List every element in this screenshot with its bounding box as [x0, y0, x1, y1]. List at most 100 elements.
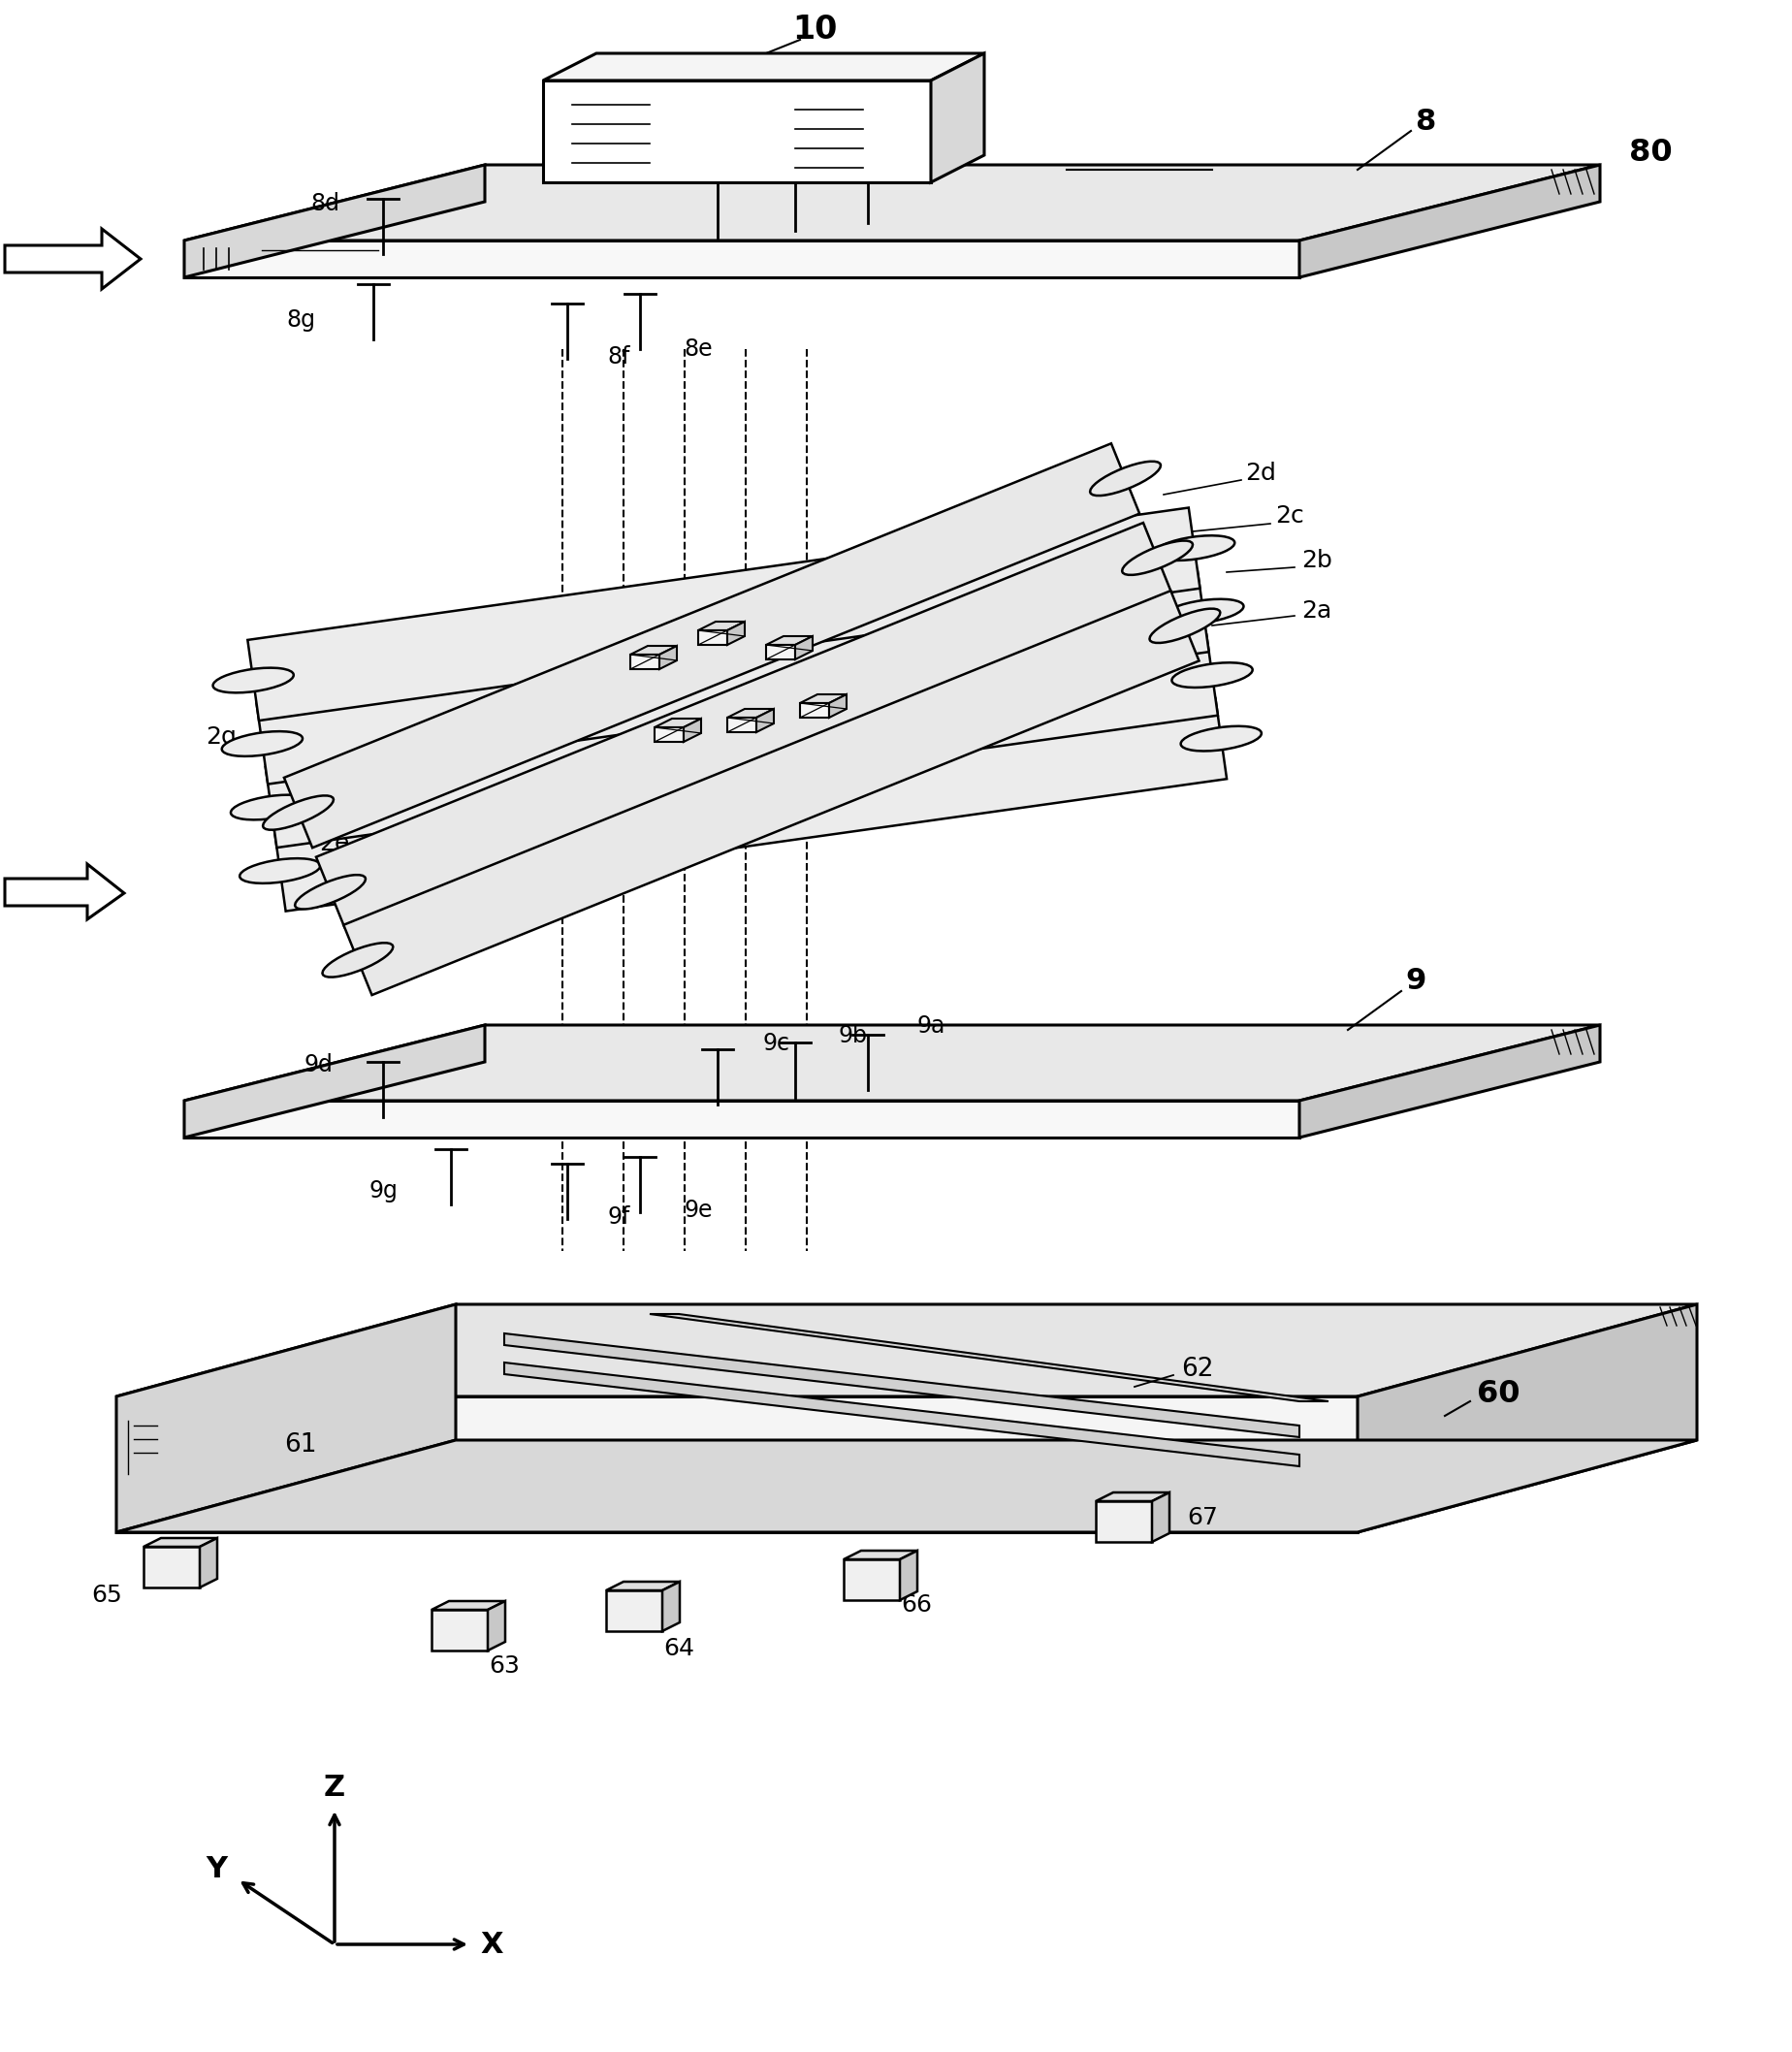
- Polygon shape: [756, 708, 774, 733]
- Text: 9a: 9a: [918, 1014, 944, 1038]
- Polygon shape: [728, 718, 756, 733]
- Polygon shape: [765, 644, 796, 659]
- Polygon shape: [543, 53, 984, 80]
- Text: 8a: 8a: [916, 146, 944, 170]
- Polygon shape: [1095, 1492, 1170, 1502]
- Polygon shape: [900, 1551, 918, 1601]
- Polygon shape: [143, 1539, 217, 1547]
- Ellipse shape: [240, 858, 321, 882]
- Ellipse shape: [1154, 536, 1235, 560]
- Text: 2a: 2a: [1301, 599, 1331, 622]
- Text: 8e: 8e: [685, 337, 713, 361]
- Polygon shape: [487, 1601, 505, 1650]
- Polygon shape: [116, 1305, 455, 1533]
- Text: 80: 80: [1629, 137, 1672, 168]
- Polygon shape: [315, 523, 1172, 928]
- Text: 67: 67: [1186, 1506, 1219, 1529]
- Text: 2c: 2c: [1276, 505, 1305, 527]
- Polygon shape: [930, 53, 984, 183]
- Polygon shape: [631, 655, 659, 669]
- Text: 8f: 8f: [607, 345, 631, 369]
- Polygon shape: [247, 507, 1201, 720]
- Polygon shape: [1299, 164, 1600, 277]
- Text: 8c: 8c: [762, 162, 790, 187]
- Ellipse shape: [1090, 462, 1161, 497]
- Ellipse shape: [296, 874, 366, 909]
- Text: 64: 64: [663, 1637, 694, 1660]
- Polygon shape: [344, 591, 1199, 995]
- Text: 9c: 9c: [762, 1032, 788, 1055]
- Text: 8b: 8b: [839, 156, 867, 179]
- Text: 9d: 9d: [303, 1053, 333, 1077]
- Polygon shape: [830, 694, 846, 718]
- Ellipse shape: [323, 942, 392, 977]
- Text: 66: 66: [901, 1592, 932, 1617]
- Polygon shape: [631, 646, 677, 655]
- Polygon shape: [683, 718, 701, 743]
- Text: 9e: 9e: [685, 1198, 713, 1221]
- Text: 62: 62: [1181, 1356, 1213, 1381]
- Text: 2g: 2g: [206, 724, 237, 749]
- Polygon shape: [185, 1026, 1600, 1100]
- Ellipse shape: [1181, 726, 1262, 751]
- Polygon shape: [659, 646, 677, 669]
- Polygon shape: [256, 570, 1210, 784]
- Polygon shape: [116, 1441, 1697, 1533]
- Text: 65: 65: [91, 1584, 122, 1607]
- Polygon shape: [699, 630, 728, 644]
- Polygon shape: [796, 636, 812, 659]
- Text: 63: 63: [489, 1654, 520, 1679]
- Text: 9: 9: [1405, 966, 1426, 995]
- Polygon shape: [606, 1590, 663, 1631]
- Polygon shape: [799, 694, 846, 704]
- Polygon shape: [185, 164, 1600, 240]
- Text: 8d: 8d: [310, 193, 339, 215]
- Polygon shape: [504, 1363, 1299, 1467]
- Polygon shape: [185, 1026, 486, 1137]
- Polygon shape: [285, 443, 1140, 847]
- Polygon shape: [1358, 1305, 1697, 1533]
- Polygon shape: [765, 636, 812, 644]
- Text: 8g: 8g: [287, 308, 315, 332]
- Text: Z: Z: [324, 1773, 346, 1802]
- Polygon shape: [432, 1601, 505, 1609]
- Ellipse shape: [222, 731, 303, 757]
- Polygon shape: [504, 1334, 1299, 1436]
- Polygon shape: [185, 1100, 1299, 1137]
- Polygon shape: [663, 1582, 679, 1631]
- Polygon shape: [432, 1609, 487, 1650]
- Ellipse shape: [1122, 540, 1193, 575]
- Text: 9f: 9f: [607, 1205, 631, 1229]
- Polygon shape: [274, 698, 1228, 911]
- Ellipse shape: [231, 794, 312, 821]
- Ellipse shape: [1150, 609, 1220, 642]
- Text: 60: 60: [1477, 1379, 1520, 1410]
- Text: 9b: 9b: [839, 1024, 867, 1047]
- Polygon shape: [844, 1551, 918, 1560]
- Polygon shape: [1152, 1492, 1170, 1541]
- Polygon shape: [116, 1305, 1697, 1397]
- Polygon shape: [654, 718, 701, 726]
- Polygon shape: [650, 1313, 1328, 1402]
- Text: 2b: 2b: [1301, 548, 1331, 573]
- Text: 10: 10: [792, 12, 837, 45]
- Polygon shape: [185, 240, 1299, 277]
- Polygon shape: [199, 1539, 217, 1588]
- Polygon shape: [543, 80, 930, 183]
- Ellipse shape: [263, 796, 333, 829]
- Polygon shape: [265, 634, 1219, 847]
- Text: Y: Y: [206, 1855, 228, 1884]
- Polygon shape: [799, 704, 830, 718]
- Text: 9g: 9g: [369, 1180, 398, 1202]
- Ellipse shape: [1163, 599, 1244, 624]
- Text: 2d: 2d: [1245, 462, 1276, 484]
- Polygon shape: [116, 1397, 1358, 1533]
- Polygon shape: [185, 164, 486, 277]
- Polygon shape: [699, 622, 745, 630]
- Polygon shape: [143, 1547, 199, 1588]
- Text: 8: 8: [1416, 107, 1435, 135]
- Polygon shape: [728, 622, 745, 644]
- Text: 2e: 2e: [319, 831, 349, 856]
- Ellipse shape: [1172, 663, 1253, 687]
- Text: 2f: 2f: [267, 778, 292, 802]
